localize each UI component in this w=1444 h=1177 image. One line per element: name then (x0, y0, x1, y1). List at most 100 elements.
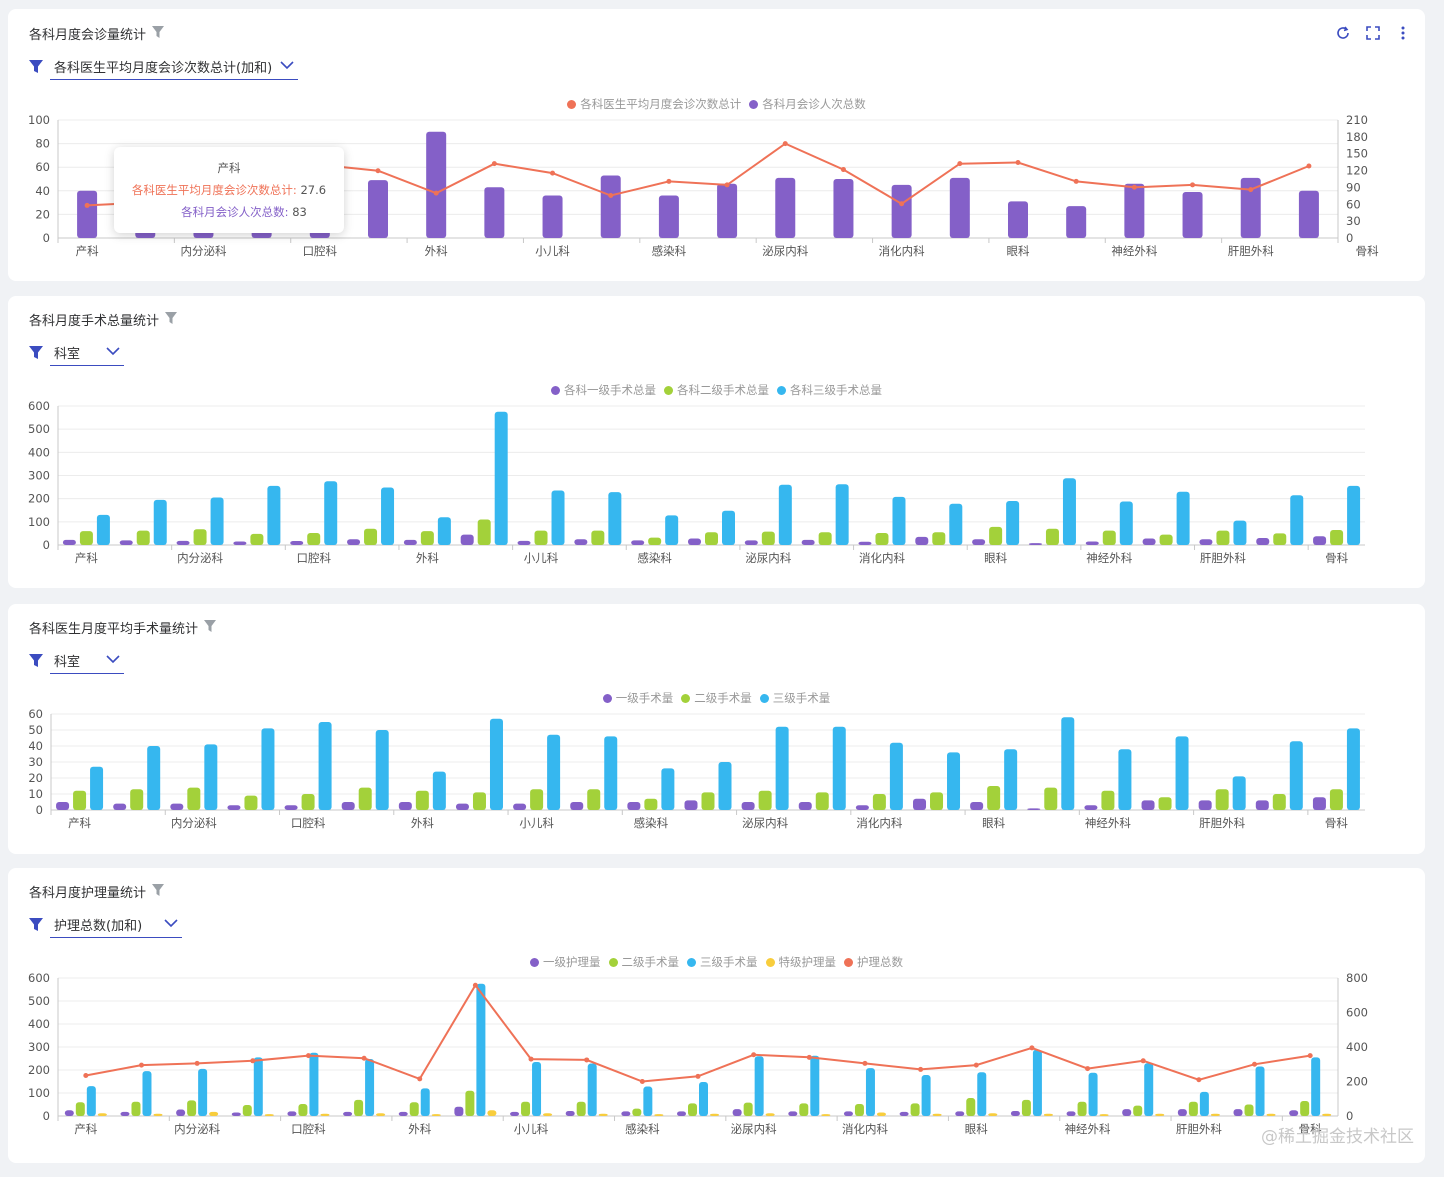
refresh-icon[interactable] (1335, 25, 1351, 41)
x-tick-label: 内分泌科 (171, 816, 217, 830)
bar-nursing1 (1010, 1110, 1020, 1116)
bar-level2 (307, 532, 321, 545)
line-point (1029, 1045, 1035, 1051)
y2-tick-label: 200 (1346, 1075, 1368, 1089)
bar-surgery2 (298, 1104, 308, 1116)
bar-nursing1 (621, 1111, 631, 1116)
legend-item[interactable]: 一级手术量 (602, 690, 673, 706)
x-tick-label: 口腔科 (291, 816, 326, 830)
filter-gray-icon[interactable] (151, 25, 165, 43)
y-tick-label: 40 (35, 184, 50, 198)
bar-consult (658, 195, 679, 238)
x-tick-label: 肝胆外科 (1200, 551, 1246, 565)
panel3-title: 各科医生月度平均手术量统计 (29, 622, 199, 637)
legend-item[interactable]: 三级手术量 (759, 690, 830, 706)
bar-level1 (517, 540, 531, 545)
x-tick-label: 眼科 (982, 816, 1005, 830)
x-tick-label: 消化内科 (842, 1122, 888, 1136)
panel2-dept-select[interactable]: 科室 (50, 342, 125, 366)
legend-item[interactable]: 各科三级手术总量 (777, 382, 882, 398)
bar-nursing1 (510, 1111, 520, 1116)
bar-surgery3 (754, 1056, 764, 1116)
bar-special (431, 1114, 441, 1116)
x-tick-label: 消化内科 (879, 244, 925, 258)
bar-surgery3 (476, 983, 486, 1116)
x-tick-label: 神经外科 (1111, 244, 1157, 258)
filter-gray-icon[interactable] (151, 883, 165, 901)
filter-gray-icon[interactable] (164, 311, 178, 329)
y-tick-label: 100 (28, 113, 50, 127)
bar-special (1099, 1114, 1109, 1116)
bar-level3 (832, 726, 846, 810)
legend-item[interactable]: 各科医生平均月度会诊次数总计 (567, 96, 741, 112)
legend-item[interactable]: 各科一级手术总量 (551, 382, 656, 398)
bar-special (876, 1112, 886, 1116)
bar-level2 (1273, 533, 1287, 545)
x-tick-label: 口腔科 (291, 1122, 326, 1136)
panel3-dept-select[interactable]: 科室 (50, 650, 125, 674)
bar-level2 (1045, 528, 1059, 545)
bar-special (376, 1113, 386, 1116)
x-tick-label: 产科 (75, 551, 98, 565)
x-tick-label: 泌尿内科 (731, 1122, 777, 1136)
legend-dot (765, 957, 775, 967)
bar-level3 (261, 728, 275, 810)
bar-level1 (801, 539, 815, 545)
bar-level3 (153, 499, 167, 545)
bar-surgery3 (309, 1052, 319, 1116)
panel4-metric-select[interactable]: 护理总数(加和) (50, 914, 183, 938)
legend-item[interactable]: 特级护理量 (765, 954, 836, 970)
bar-level2 (872, 794, 886, 810)
x-tick-label: 感染科 (637, 551, 672, 565)
bar-level3 (437, 517, 451, 545)
x-tick-label: 小儿科 (524, 551, 559, 565)
line-point (433, 190, 439, 196)
bar-consult (1066, 206, 1087, 238)
more-icon[interactable] (1395, 25, 1411, 41)
fullscreen-icon[interactable] (1365, 25, 1381, 41)
bar-level3 (1232, 776, 1246, 810)
bar-nursing1 (176, 1109, 186, 1116)
bar-level1 (627, 802, 641, 810)
panel4-title-row: 各科月度护理量统计 (29, 882, 165, 901)
x-tick-label: 外科 (411, 816, 434, 830)
legend-item[interactable]: 二级手术量 (681, 690, 752, 706)
line-point (1196, 1077, 1202, 1083)
bar-special (1043, 1113, 1053, 1116)
bar-special (320, 1113, 330, 1116)
bar-consult (1240, 177, 1261, 238)
y2-tick-label: 120 (1346, 164, 1368, 178)
panel1-toolbar (1335, 25, 1411, 41)
bar-level1 (233, 541, 247, 545)
y-tick-label: 60 (35, 160, 50, 174)
bar-surgery3 (1088, 1072, 1098, 1116)
bar-level1 (1084, 805, 1098, 810)
y2-tick-label: 210 (1346, 113, 1368, 127)
legend-item[interactable]: 一级护理量 (530, 954, 601, 970)
panel1-title: 各科月度会诊量统计 (29, 28, 147, 43)
legend-item[interactable]: 各科月会诊人次总数 (749, 96, 866, 112)
x-tick-label: 口腔科 (303, 244, 338, 258)
bar-level3 (1004, 749, 1018, 810)
bar-level3 (381, 487, 395, 545)
bar-level1 (513, 803, 527, 810)
bar-level3 (665, 515, 679, 545)
bar-surgery2 (743, 1102, 753, 1116)
bar-level2 (644, 798, 658, 810)
legend-item[interactable]: 护理总数 (844, 954, 903, 970)
y-tick-label: 500 (28, 422, 50, 436)
bar-nursing1 (788, 1111, 798, 1116)
bar-consult (426, 131, 447, 238)
filter-gray-icon[interactable] (203, 619, 217, 637)
tooltip-line1-value: 27.6 (300, 183, 327, 197)
bar-level3 (889, 742, 903, 810)
bar-nursing1 (287, 1111, 297, 1116)
bar-surgery3 (420, 1088, 430, 1116)
bar-level1 (176, 540, 190, 545)
legend-item[interactable]: 各科二级手术总量 (664, 382, 769, 398)
legend-item[interactable]: 三级手术量 (687, 954, 758, 970)
panel1-metric-select[interactable]: 各科医生平均月度会诊次数总计(加和) (50, 56, 299, 80)
bar-level2 (534, 530, 548, 545)
bar-level2 (989, 526, 1003, 545)
legend-item[interactable]: 二级手术量 (608, 954, 679, 970)
